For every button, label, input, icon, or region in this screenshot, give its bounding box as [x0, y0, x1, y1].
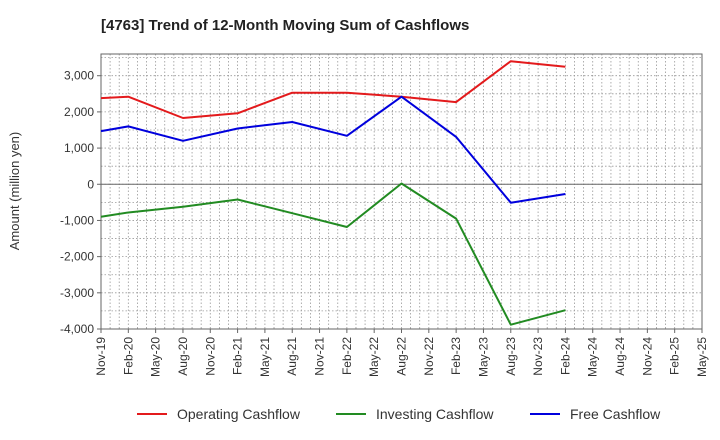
- y-tick-label: 2,000: [64, 105, 94, 119]
- x-tick-label: Aug-22: [395, 337, 409, 376]
- x-tick-label: May-23: [476, 337, 490, 377]
- x-tick-label: Feb-24: [558, 337, 572, 375]
- x-tick-label: Nov-24: [640, 337, 654, 376]
- x-tick-label: Nov-20: [203, 337, 217, 376]
- x-tick-label: May-20: [149, 337, 163, 377]
- x-tick-label: Nov-23: [531, 337, 545, 376]
- x-tick-label: Nov-22: [422, 337, 436, 376]
- y-tick-label: 3,000: [64, 69, 94, 83]
- x-tick-label: May-24: [586, 337, 600, 377]
- grid: [100, 54, 703, 330]
- y-tick-label: -4,000: [60, 322, 94, 336]
- series-line-operating-cashflow: [100, 60, 566, 119]
- x-tick-label: Feb-20: [121, 337, 135, 375]
- legend-label: Free Cashflow: [570, 406, 661, 422]
- x-tick-label: Feb-22: [340, 337, 354, 375]
- y-axis-ticks: 3,000 2,000 1,000 0 -1,000 -2,000 -3,000 -4,000: [60, 69, 101, 336]
- x-tick-label: Nov-19: [94, 337, 108, 376]
- chart-title: [4763] Trend of 12-Month Moving Sum of C…: [101, 17, 469, 34]
- x-tick-label: Feb-25: [668, 337, 682, 375]
- x-tick-label: Aug-23: [504, 337, 518, 376]
- x-tick-label: May-21: [258, 337, 272, 377]
- x-tick-label: May-25: [695, 337, 709, 377]
- y-tick-label: -2,000: [60, 250, 94, 264]
- x-tick-label: May-22: [367, 337, 381, 377]
- x-tick-label: Aug-21: [285, 337, 299, 376]
- x-tick-label: Aug-20: [176, 337, 190, 376]
- y-tick-label: -3,000: [60, 286, 94, 300]
- legend-label: Investing Cashflow: [376, 406, 494, 422]
- series-line-free-cashflow: [100, 95, 566, 204]
- x-tick-label: Aug-24: [613, 337, 627, 376]
- y-tick-label: -1,000: [60, 213, 94, 227]
- y-axis-label: Amount (million yen): [7, 132, 22, 251]
- legend: Operating Cashflow Investing Cashflow Free…: [137, 406, 661, 422]
- x-tick-label: Nov-21: [313, 337, 327, 376]
- x-tick-label: Feb-21: [231, 337, 245, 375]
- series-layer: [100, 60, 566, 326]
- y-tick-label: 1,000: [64, 141, 94, 155]
- legend-label: Operating Cashflow: [177, 406, 301, 422]
- x-axis-ticks: Nov-19 Feb-20 May-20 Aug-20 Nov-20 Feb-21 May-…: [94, 329, 709, 377]
- x-tick-label: Feb-23: [449, 337, 463, 375]
- y-tick-label: 0: [87, 177, 94, 191]
- series-line-investing-cashflow: [100, 182, 566, 326]
